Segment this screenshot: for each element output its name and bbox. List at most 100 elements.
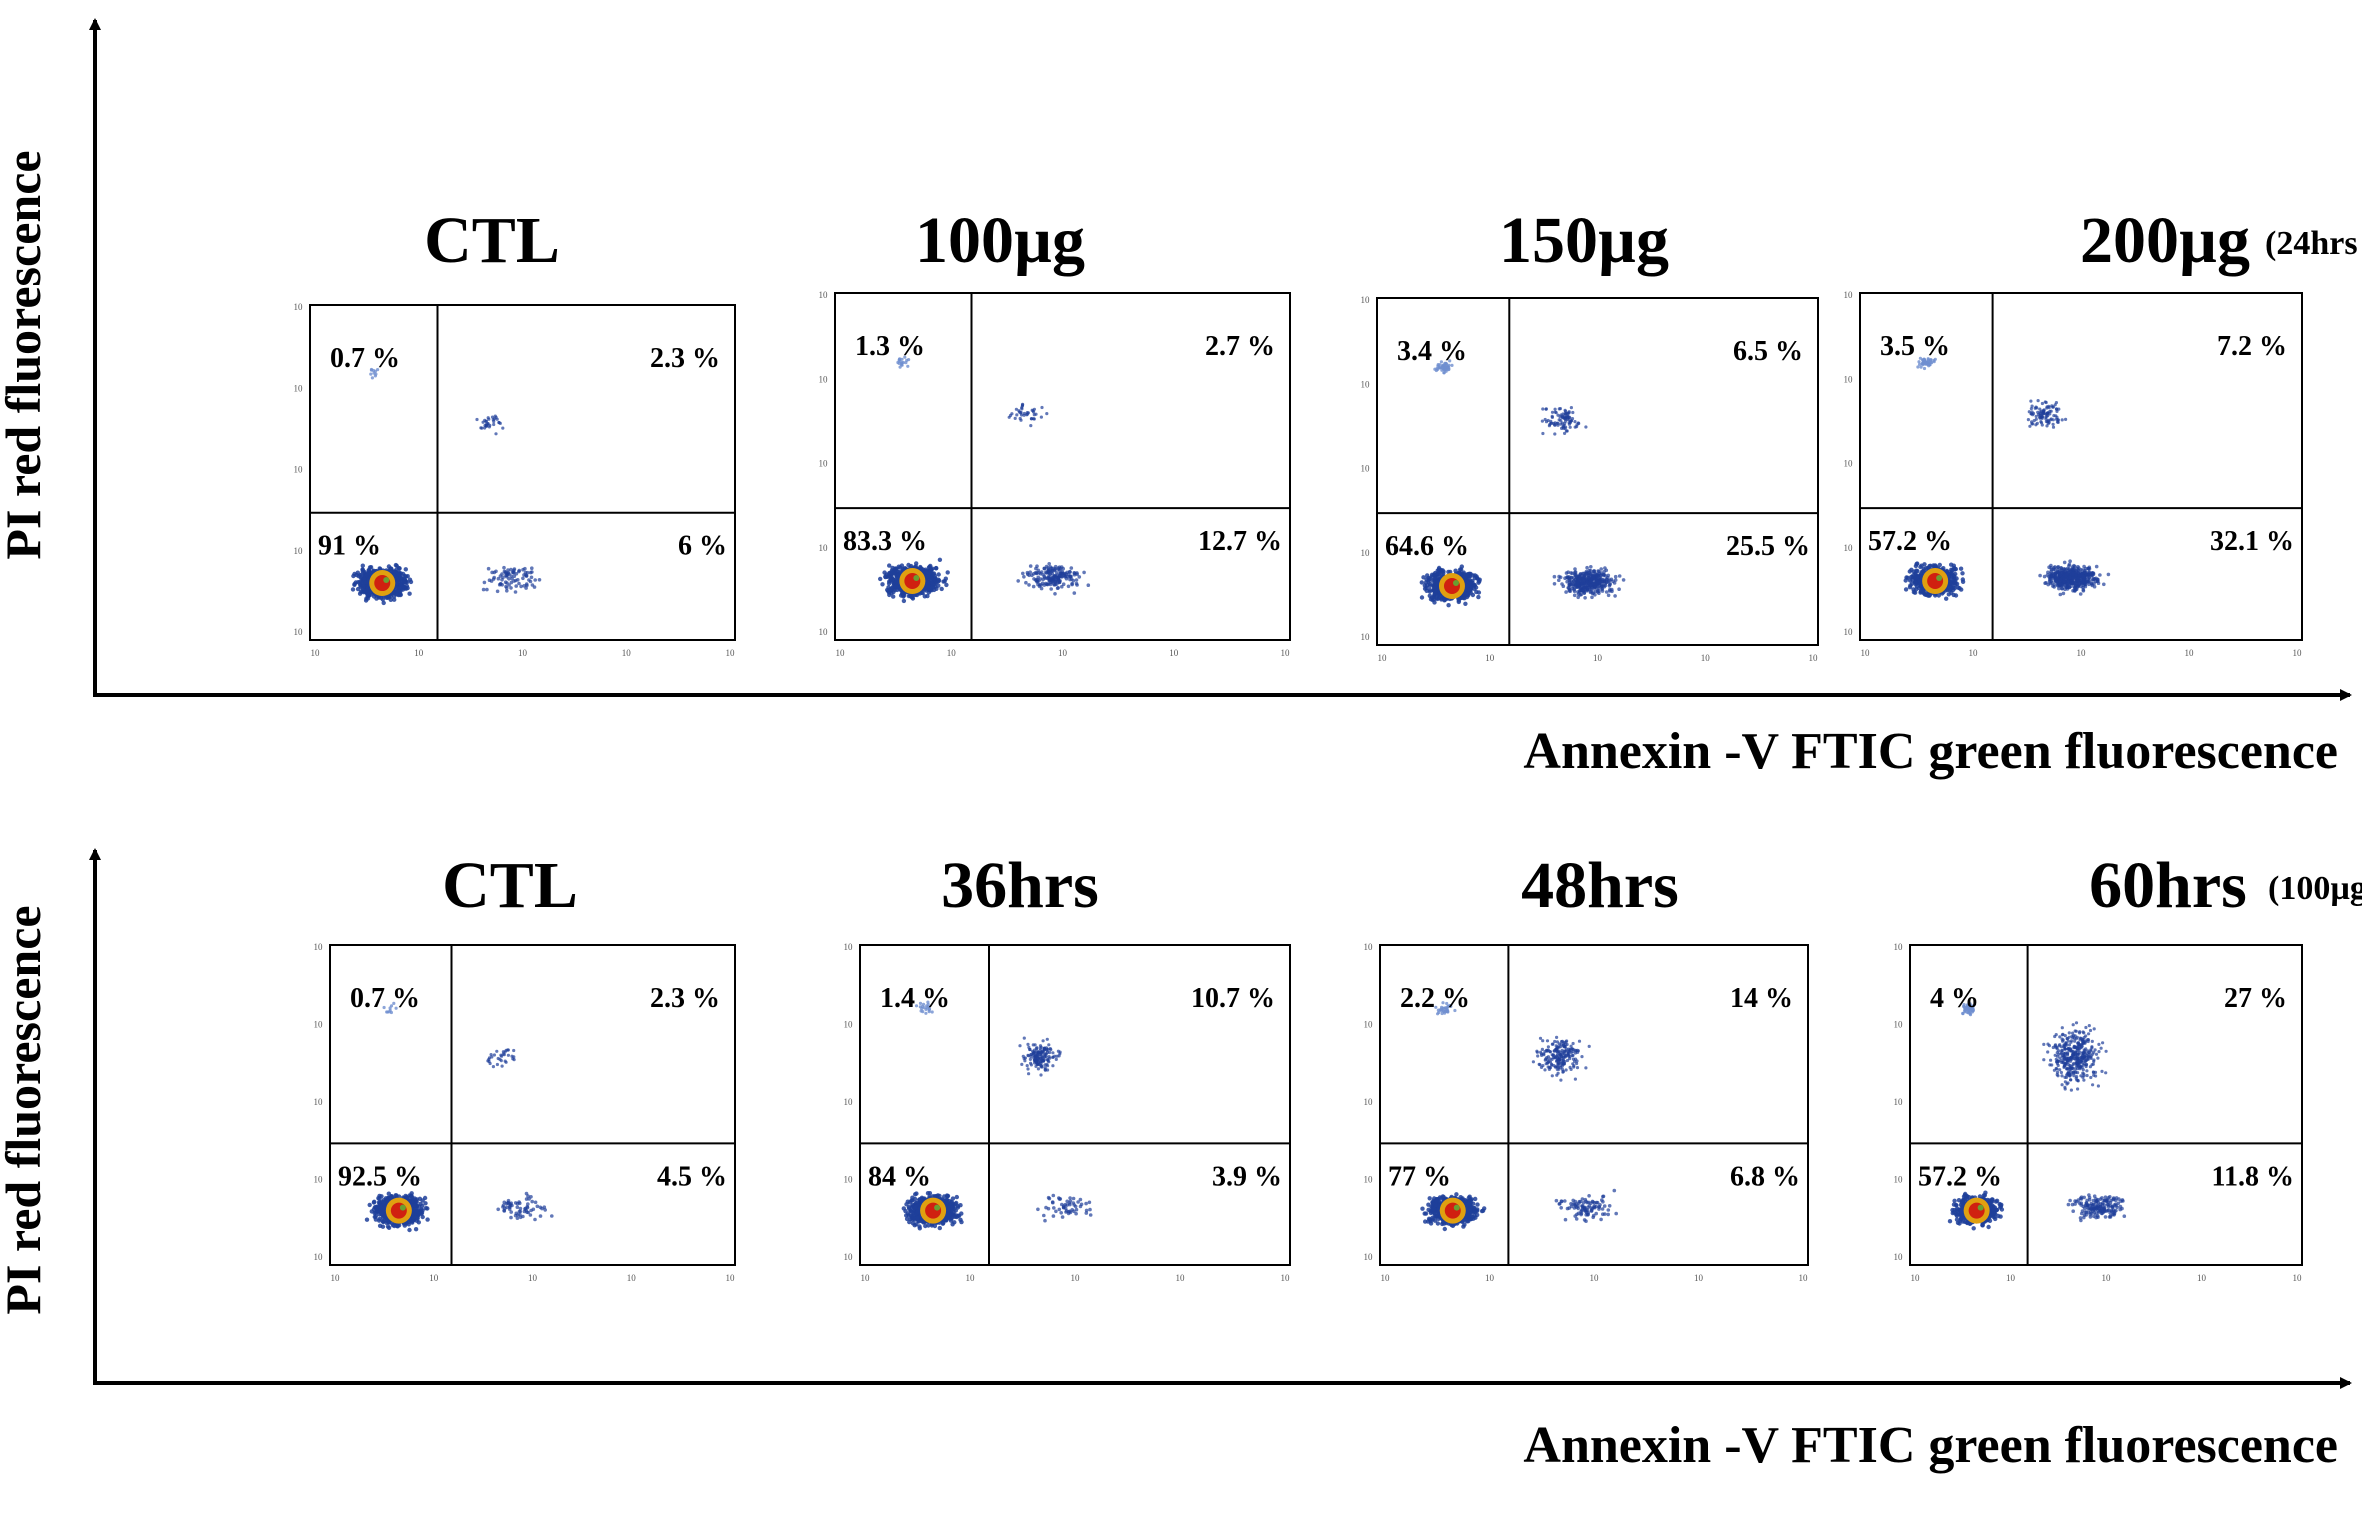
viable-cell-dot [356,571,360,575]
late-apoptotic-dot [2041,402,2044,405]
y-tick-label: 10 [819,459,829,469]
early-apoptotic-dot [1016,579,1020,583]
early-apoptotic-dot [2083,580,2087,584]
x-tick-label: 10 [429,1273,439,1283]
late-apoptotic-dot [2041,412,2044,415]
early-apoptotic-dot [496,590,500,594]
x-tick-label: 10 [726,1273,736,1283]
viable-cell-dot [1926,593,1930,597]
viable-cell-dot [880,582,884,586]
viable-cell-dot [1425,589,1429,593]
late-apoptotic-dot [2034,406,2037,409]
viable-cell-dot [1918,582,1922,586]
late-apoptotic-dot [1015,408,1018,411]
viable-cell-dot [946,570,950,574]
early-apoptotic-dot [519,585,523,589]
early-apoptotic-dot [1032,585,1036,589]
early-apoptotic-dot [501,576,505,580]
late-apoptotic-dot [2052,405,2055,408]
late-apoptotic-dot [2045,406,2048,409]
viable-cell-dot [1435,597,1439,601]
x-tick-label: 10 [1593,653,1603,663]
viable-cell-dot [894,584,898,588]
late-apoptotic-dot [1553,432,1556,435]
late-apoptotic-dot [2039,420,2042,423]
viable-cell-dot [882,570,886,574]
early-apoptotic-dot [524,586,528,590]
early-apoptotic-dot [2052,583,2056,587]
necrotic-dot [899,366,902,369]
viable-cell-dot [404,567,408,571]
early-apoptotic-dot [1034,567,1038,571]
late-apoptotic-dot [1021,403,1024,406]
early-apoptotic-dot [487,567,491,571]
early-apoptotic-dot [1053,568,1057,572]
viable-cell-dot [1911,587,1915,591]
early-apoptotic-dot [1581,575,1585,579]
early-apoptotic-dot [514,590,518,594]
quadrant-percent-label: 2.3 % [650,343,720,374]
viable-cell-dot [878,577,882,581]
x-tick-label: 10 [1169,648,1179,658]
early-apoptotic-dot [1564,590,1568,594]
early-apoptotic-dot [490,579,494,583]
viable-cell-dot [418,1202,422,1206]
viable-cell-dot [365,1218,369,1222]
x-tick-label: 10 [627,1273,637,1283]
early-apoptotic-dot [1068,570,1072,574]
early-apoptotic-dot [1603,566,1607,570]
early-apoptotic-dot [1592,575,1596,579]
early-apoptotic-dot [1568,589,1572,593]
y-tick-label: 10 [1361,632,1371,642]
viable-cell-dot [888,578,892,582]
early-apoptotic-dot [1614,578,1618,582]
early-apoptotic-dot [1622,578,1626,582]
x-tick-label: 10 [1485,653,1495,663]
panel-title: 200µg [2080,204,2250,277]
early-apoptotic-dot [1601,589,1605,593]
viable-cell-dot [918,566,922,570]
density-core-spot [383,577,389,583]
late-apoptotic-dot [492,423,495,426]
late-apoptotic-dot [1555,411,1558,414]
y-tick-label: 10 [314,942,324,952]
x-tick-label: 10 [1378,653,1388,663]
early-apoptotic-dot [1602,570,1606,574]
early-apoptotic-dot [2059,566,2063,570]
early-apoptotic-dot [2095,565,2099,569]
quadrant-percent-label: 91 % [318,531,381,562]
viable-cell-dot [368,571,372,575]
early-apoptotic-dot [1024,581,1028,585]
y-tick-label: 10 [314,1175,324,1185]
early-apoptotic-dot [1599,573,1603,577]
y-tick-label: 10 [1844,627,1854,637]
late-apoptotic-dot [1553,424,1556,427]
panel-title: CTL [424,204,560,277]
density-core-inner [904,573,920,589]
early-apoptotic-dot [2053,568,2057,572]
viable-cell-dot [421,1215,425,1219]
early-apoptotic-dot [1050,567,1054,571]
viable-cell-dot [1441,571,1445,575]
viable-cell-dot [1420,595,1424,599]
early-apoptotic-dot [2087,573,2091,577]
y-tick-label: 10 [819,543,829,553]
late-apoptotic-dot [479,426,482,429]
row1-x-axis-label: Annexin -V FTIC green fluorescence [1523,723,2338,780]
late-apoptotic-dot [1565,429,1568,432]
early-apoptotic-dot [2082,589,2086,593]
early-apoptotic-dot [533,578,537,582]
early-apoptotic-dot [523,567,527,571]
early-apoptotic-dot [2059,578,2063,582]
x-tick-label: 10 [2077,648,2087,658]
viable-cell-dot [363,580,367,584]
necrotic-dot [1443,368,1446,371]
viable-cell-dot [926,574,930,578]
early-apoptotic-dot [514,584,518,588]
quadrant-percent-label: 83.3 % [843,526,927,557]
early-apoptotic-dot [2068,582,2072,586]
late-apoptotic-dot [1558,407,1561,410]
early-apoptotic-dot [2064,568,2068,572]
y-tick-label: 10 [314,1252,324,1262]
